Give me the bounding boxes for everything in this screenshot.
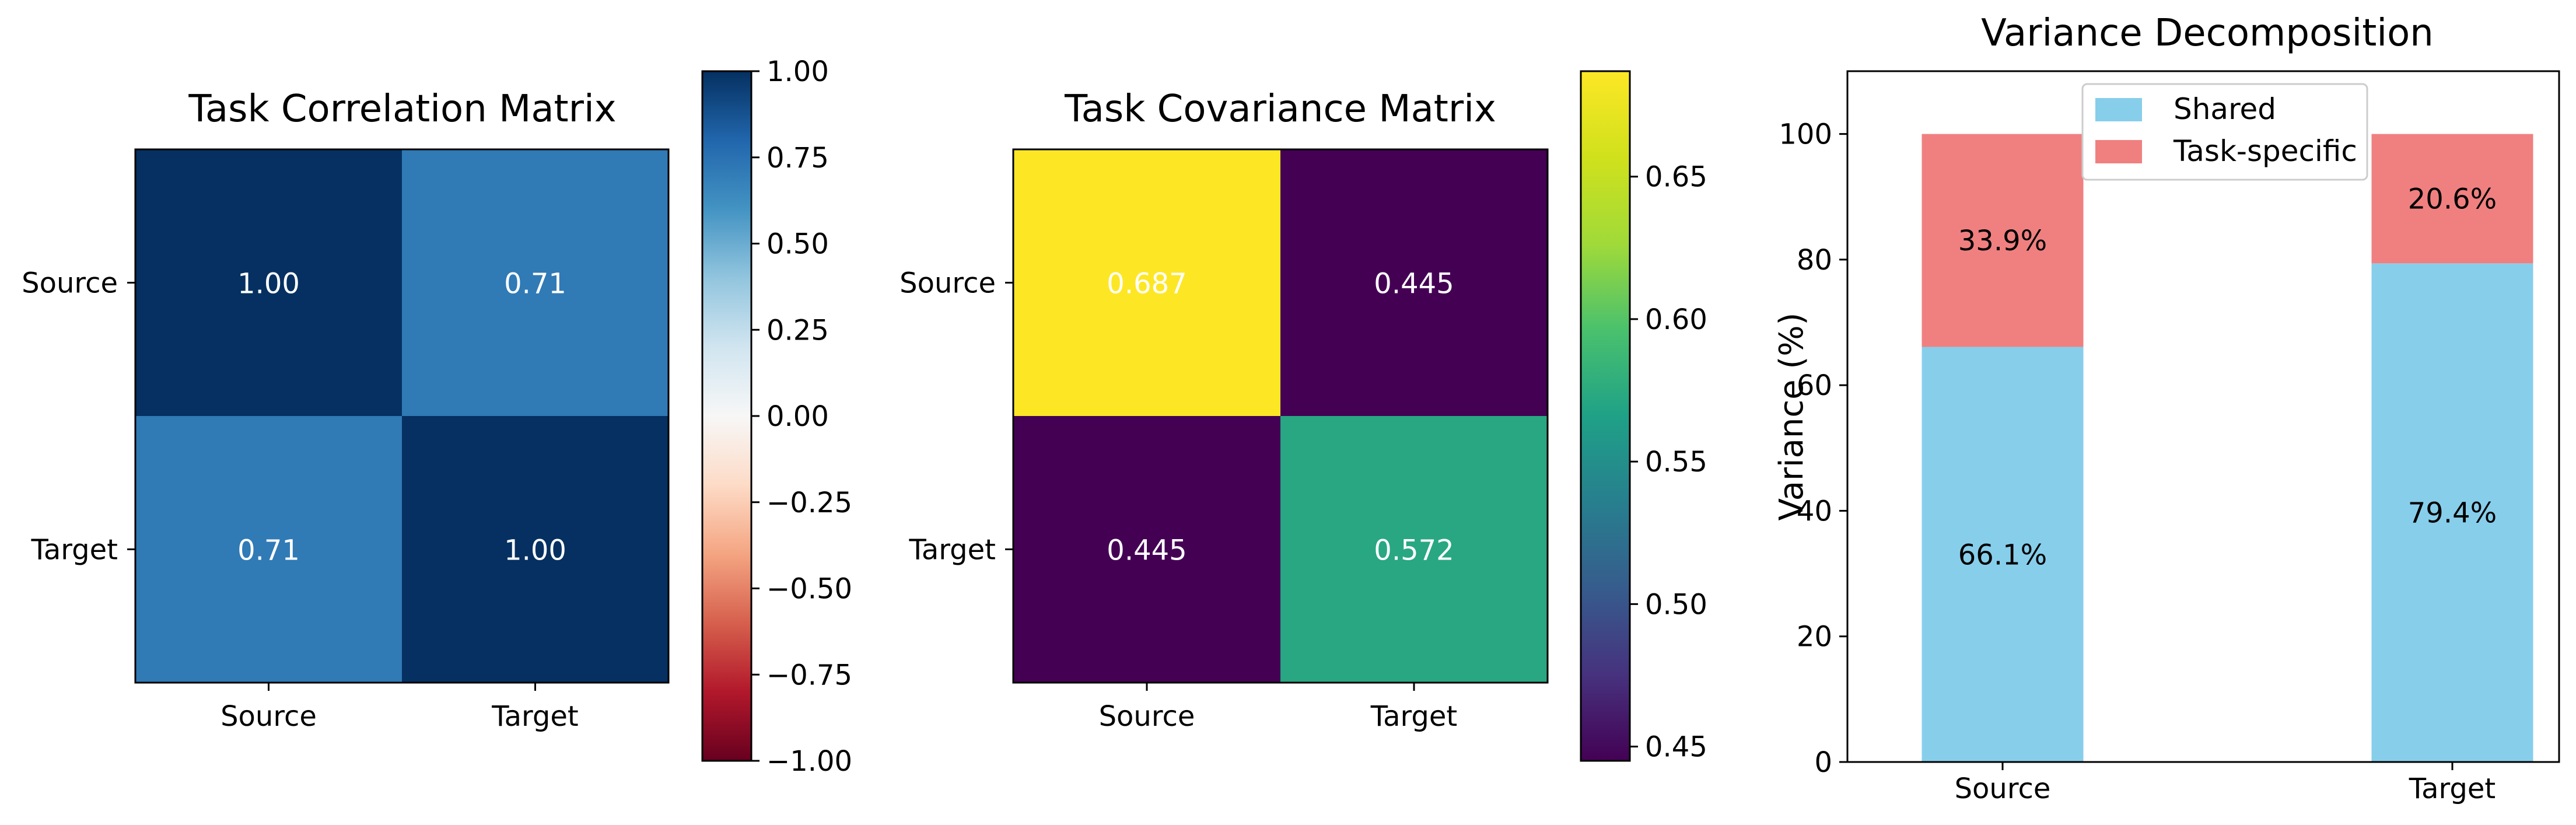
cov-cell-label: 0.687 <box>1107 268 1186 300</box>
cov-cell-label: 0.572 <box>1374 534 1454 567</box>
corr-ytick-label: Target <box>31 534 118 567</box>
cov-ytick-label: Target <box>909 534 996 567</box>
correlation-colorbar <box>701 70 752 762</box>
variance-ylabel: Variance (%) <box>1773 313 1811 521</box>
corr-colorbar-tick-label: 1.00 <box>766 55 829 88</box>
variance-xtick-label: Source <box>1955 772 2051 805</box>
variance-xtick-label: Target <box>2409 772 2496 805</box>
corr-colorbar-tick-label: 0.75 <box>766 142 829 174</box>
corr-colorbar-tick-label: −1.00 <box>766 745 852 778</box>
corr-cell-source-target <box>402 149 669 417</box>
cov-cell-label: 0.445 <box>1107 534 1186 567</box>
variance-axes-frame <box>1846 70 2560 763</box>
variance-panel: Variance Decomposition 66.1% 33.9% 79.4% 20… <box>1773 12 2560 805</box>
bar-label-task-specific-source: 33.9% <box>1958 225 2047 257</box>
corr-cell-label: 1.00 <box>504 534 566 567</box>
bar-shared-target <box>2371 263 2533 762</box>
bar-label-shared-source: 66.1% <box>1958 539 2047 571</box>
cov-cell-target-target <box>1280 416 1548 683</box>
covariance-frame <box>1012 148 1549 684</box>
cov-colorbar-tick-label: 0.45 <box>1645 731 1707 764</box>
cov-colorbar-tick-label: 0.50 <box>1645 588 1707 621</box>
variance-ytick-label: 60 <box>1797 369 1832 402</box>
variance-ytick-label: 80 <box>1797 244 1832 277</box>
legend-label-task-specific: Task-specific <box>2173 134 2357 168</box>
bar-shared-source <box>1922 347 2084 762</box>
cov-xtick-label: Target <box>1370 700 1458 733</box>
corr-colorbar-tick-label: 0.00 <box>766 400 829 433</box>
variance-ytick-label: 20 <box>1797 621 1832 653</box>
corr-colorbar-tick-label: 0.50 <box>766 228 829 261</box>
cov-cell-source-target <box>1280 149 1548 417</box>
corr-cell-label: 0.71 <box>237 534 300 567</box>
legend-frame <box>2081 83 2368 181</box>
bar-label-shared-target: 79.4% <box>2408 497 2497 530</box>
corr-colorbar-tick-label: −0.75 <box>766 659 852 691</box>
legend-swatch-task-specific <box>2095 140 2142 163</box>
corr-ytick-label: Source <box>22 267 118 300</box>
variance-legend: Shared Task-specific <box>2081 83 2368 181</box>
variance-ytick-label: 0 <box>1814 746 1832 779</box>
cov-colorbar-tick-label: 0.60 <box>1645 303 1707 336</box>
cov-xtick-label: Source <box>1099 700 1195 733</box>
corr-xtick-label: Target <box>491 700 579 733</box>
correlation-frame <box>134 148 670 684</box>
cov-ytick-label: Source <box>900 267 996 300</box>
covariance-colorbar <box>1580 70 1631 762</box>
covariance-panel: Task Covariance Matrix 0.687 0.445 0.445 0.… <box>900 70 1707 764</box>
variance-title: Variance Decomposition <box>1981 12 2434 55</box>
bar-task-specific-source <box>1922 134 2084 347</box>
corr-cell-label: 1.00 <box>237 268 300 300</box>
correlation-title: Task Correlation Matrix <box>188 88 616 131</box>
corr-cell-target-source <box>135 416 402 683</box>
bar-task-specific-target <box>2371 134 2533 264</box>
covariance-title: Task Covariance Matrix <box>1064 88 1496 131</box>
corr-colorbar-tick-label: 0.25 <box>766 314 829 347</box>
bar-label-task-specific-target: 20.6% <box>2408 183 2497 216</box>
legend-swatch-shared <box>2095 98 2142 121</box>
variance-ytick-label: 40 <box>1797 495 1832 527</box>
cov-colorbar-tick-label: 0.55 <box>1645 446 1707 478</box>
correlation-panel: Task Correlation Matrix 1.00 0.71 0.71 1.00… <box>22 55 852 778</box>
corr-colorbar-tick-label: −0.25 <box>766 487 852 519</box>
corr-cell-target-target <box>402 416 669 683</box>
corr-cell-label: 0.71 <box>504 268 566 300</box>
cov-cell-target-source <box>1013 416 1281 683</box>
legend-label-shared: Shared <box>2174 92 2276 126</box>
corr-cell-source-source <box>135 149 402 417</box>
variance-ytick-label: 100 <box>1779 118 1832 151</box>
cov-cell-label: 0.445 <box>1374 268 1454 300</box>
cov-colorbar-tick-label: 0.65 <box>1645 161 1707 194</box>
cov-cell-source-source <box>1013 149 1281 417</box>
corr-xtick-label: Source <box>220 700 317 733</box>
corr-colorbar-tick-label: −0.50 <box>766 573 852 606</box>
